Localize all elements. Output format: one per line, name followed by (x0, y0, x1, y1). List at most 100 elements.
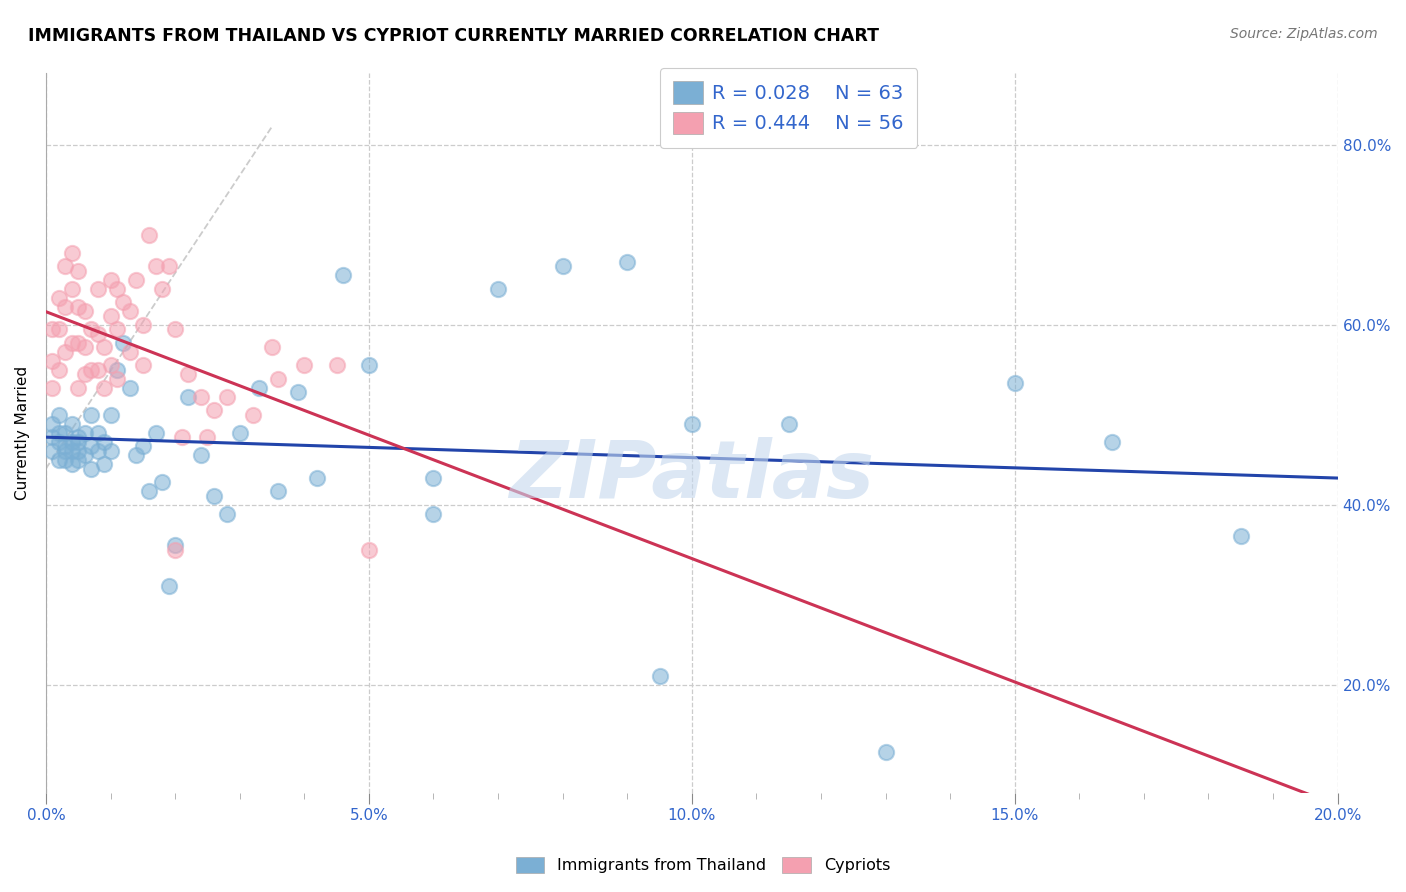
Point (778, 417, 800, 431)
Text: ZIPatlas: ZIPatlas (509, 437, 875, 515)
Point (86, 443, 108, 458)
Point (60, 245, 83, 260)
Point (138, 227, 160, 242)
Point (48, 425, 70, 440)
Point (53, 344, 76, 359)
Point (157, 259, 180, 273)
Point (170, 430, 193, 444)
Point (422, 470, 444, 484)
Point (202, 403, 225, 417)
Point (202, 489, 225, 503)
Point (100, 358, 122, 372)
Point (41, 443, 63, 458)
Point (67, 335, 90, 350)
Point (67, 443, 90, 458)
Point (93, 457, 115, 471)
Point (165, 538, 187, 552)
Point (112, 335, 135, 350)
Point (60, 281, 83, 295)
Point (100, 443, 122, 458)
Point (67, 452, 90, 467)
Point (86, 362, 108, 376)
Point (73, 425, 96, 440)
Point (118, 344, 141, 359)
Point (48, 434, 70, 449)
Point (132, 439, 155, 453)
Point (53, 300, 76, 314)
Point (177, 367, 200, 381)
Point (125, 448, 148, 462)
Point (551, 259, 574, 273)
Point (60, 417, 83, 431)
Point (325, 358, 347, 372)
Y-axis label: Currently Married: Currently Married (15, 366, 30, 500)
Point (190, 448, 212, 462)
Point (73, 304, 96, 318)
Legend: R = 0.028    N = 63, R = 0.444    N = 56: R = 0.028 N = 63, R = 0.444 N = 56 (659, 68, 918, 148)
Point (93, 434, 115, 449)
Point (150, 281, 173, 295)
Point (86, 425, 108, 440)
Point (1229, 529, 1251, 543)
Point (875, 745, 897, 759)
Point (197, 430, 219, 444)
Point (48, 291, 70, 305)
Point (41, 417, 63, 431)
Point (100, 309, 122, 323)
Point (422, 507, 444, 521)
Point (67, 434, 90, 449)
Point (132, 358, 155, 372)
Point (267, 483, 290, 498)
Point (60, 443, 83, 458)
Point (1004, 376, 1026, 390)
Point (48, 452, 70, 467)
Point (648, 668, 671, 682)
Point (105, 371, 128, 385)
Point (48, 408, 70, 422)
Point (73, 448, 96, 462)
Point (681, 417, 703, 431)
Legend: Immigrants from Thailand, Cypriots: Immigrants from Thailand, Cypriots (509, 850, 897, 880)
Point (215, 507, 238, 521)
Point (145, 425, 167, 440)
Point (215, 390, 238, 404)
Point (60, 434, 83, 449)
Point (67, 430, 90, 444)
Point (132, 318, 155, 332)
Point (80, 461, 103, 475)
Point (53, 439, 76, 453)
Point (486, 281, 509, 295)
Point (41, 353, 63, 368)
Point (60, 335, 83, 350)
Point (157, 578, 180, 592)
Point (357, 542, 380, 557)
Point (53, 443, 76, 458)
Point (86, 326, 108, 341)
Text: Source: ZipAtlas.com: Source: ZipAtlas.com (1230, 27, 1378, 41)
Text: IMMIGRANTS FROM THAILAND VS CYPRIOT CURRENTLY MARRIED CORRELATION CHART: IMMIGRANTS FROM THAILAND VS CYPRIOT CURR… (28, 27, 879, 45)
Point (292, 358, 315, 372)
Point (73, 367, 96, 381)
Point (93, 340, 115, 354)
Point (125, 272, 148, 286)
Point (48, 362, 70, 376)
Point (67, 380, 90, 394)
Point (177, 390, 200, 404)
Point (112, 295, 135, 310)
Point (307, 470, 329, 484)
Point (53, 259, 76, 273)
Point (48, 322, 70, 336)
Point (73, 340, 96, 354)
Point (150, 475, 173, 489)
Point (80, 322, 103, 336)
Point (100, 408, 122, 422)
Point (53, 425, 76, 440)
Point (80, 439, 103, 453)
Point (105, 281, 128, 295)
Point (41, 322, 63, 336)
Point (105, 362, 128, 376)
Point (616, 254, 638, 268)
Point (118, 380, 141, 394)
Point (100, 272, 122, 286)
Point (267, 371, 290, 385)
